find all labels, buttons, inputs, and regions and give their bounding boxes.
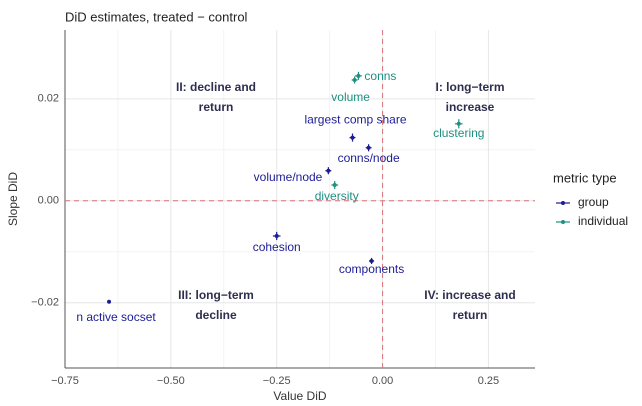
quadrant-label: increase [446, 100, 495, 114]
point-label: cohesion [253, 240, 301, 254]
quadrant-label: decline [195, 308, 237, 322]
legend-label: individual [578, 214, 628, 228]
point-label: diversity [315, 189, 359, 203]
y-tick-label: 0.02 [38, 93, 59, 105]
point-label: conns/node [338, 151, 400, 165]
y-tick-label: −0.02 [31, 297, 59, 309]
point [326, 168, 331, 173]
point [369, 258, 374, 263]
quadrant-label: return [453, 308, 488, 322]
y-axis-label: Slope DiD [6, 172, 20, 226]
quadrant-label: return [199, 100, 234, 114]
point [332, 182, 337, 187]
x-tick-label: 0.00 [372, 375, 393, 387]
y-tick-label: 0.00 [38, 195, 59, 207]
legend-title: metric type [553, 170, 617, 185]
x-axis-label: Value DiD [273, 389, 326, 403]
point-label: volume/node [254, 170, 323, 184]
chart-title: DiD estimates, treated − control [65, 9, 248, 24]
x-tick-label: −0.50 [157, 375, 185, 387]
legend-key [561, 201, 565, 205]
point-label: largest comp share [304, 113, 406, 127]
quadrant-label: IV: increase and [424, 288, 515, 302]
point [352, 77, 357, 82]
point [456, 121, 461, 126]
point-label: components [339, 262, 404, 276]
x-tick-label: 0.25 [478, 375, 499, 387]
point [350, 135, 355, 140]
point [107, 299, 112, 304]
x-tick-label: −0.25 [263, 375, 291, 387]
x-tick-label: −0.75 [51, 375, 79, 387]
quadrant-label: III: long−term [178, 288, 254, 302]
point-label: clustering [433, 126, 484, 140]
quadrant-label: I: long−term [435, 80, 504, 94]
point-label: conns [364, 69, 396, 83]
point [274, 233, 279, 238]
point-label: volume [331, 90, 370, 104]
quadrant-label: II: decline and [176, 80, 256, 94]
legend-label: group [578, 195, 609, 209]
legend-key [561, 220, 565, 224]
point [356, 73, 361, 78]
point-label: n active socset [76, 310, 156, 324]
point [366, 145, 371, 150]
